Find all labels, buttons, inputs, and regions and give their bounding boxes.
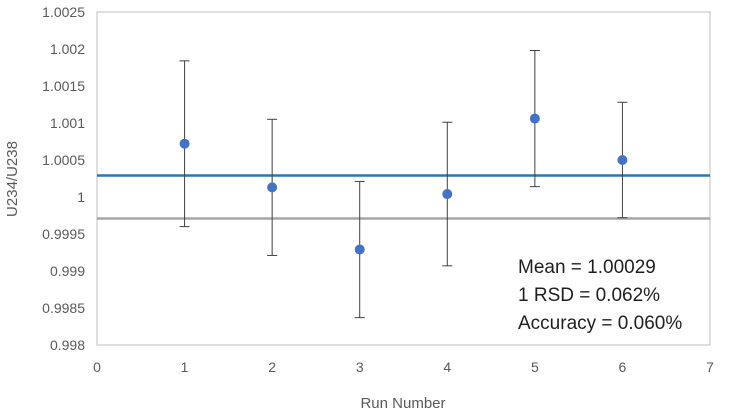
annotation-line: Mean = 1.00029 (518, 257, 656, 278)
data-point (179, 138, 190, 149)
y-tick-label: 1.0005 (42, 152, 85, 168)
x-tick-label: 7 (706, 359, 714, 375)
y-tick-label: 0.998 (50, 337, 85, 353)
y-tick-label: 0.999 (50, 263, 85, 279)
x-tick-label: 3 (356, 359, 364, 375)
x-axis-title: Run Number (360, 395, 445, 412)
reference-lines (97, 174, 710, 220)
y-axis-ticks: 0.998 0.9985 0.999 0.9995 1 1.0005 1.001 1.0015… (42, 4, 85, 353)
y-tick-label: 1.0025 (42, 4, 85, 20)
y-tick-label: 0.9995 (42, 226, 85, 242)
data-point (354, 244, 365, 255)
x-tick-label: 1 (181, 359, 189, 375)
y-tick-label: 1.002 (50, 41, 85, 57)
x-tick-label: 6 (619, 359, 627, 375)
stats-annotation: Mean = 1.00029 1 RSD = 0.062% Accuracy = 0… (518, 257, 682, 334)
y-tick-label: 1 (77, 189, 85, 205)
y-tick-label: 1.0015 (42, 78, 85, 94)
data-points (179, 113, 628, 255)
y-tick-label: 1.001 (50, 115, 85, 131)
x-axis-ticks: 0 1 2 3 4 5 6 7 (93, 359, 714, 375)
y-tick-label: 0.9985 (42, 300, 85, 316)
data-point (529, 113, 540, 124)
data-point (617, 155, 628, 165)
annotation-line: Accuracy = 0.060% (518, 313, 682, 334)
plot-area-border (96, 11, 711, 346)
x-tick-label: 0 (93, 359, 101, 375)
y-axis-title: U234/U238 (4, 141, 21, 217)
x-tick-label: 5 (531, 359, 539, 375)
data-point (267, 182, 278, 193)
x-tick-label: 4 (443, 359, 451, 375)
x-tick-label: 2 (268, 359, 276, 375)
annotation-line: 1 RSD = 0.062% (518, 285, 660, 306)
data-point (442, 189, 453, 200)
